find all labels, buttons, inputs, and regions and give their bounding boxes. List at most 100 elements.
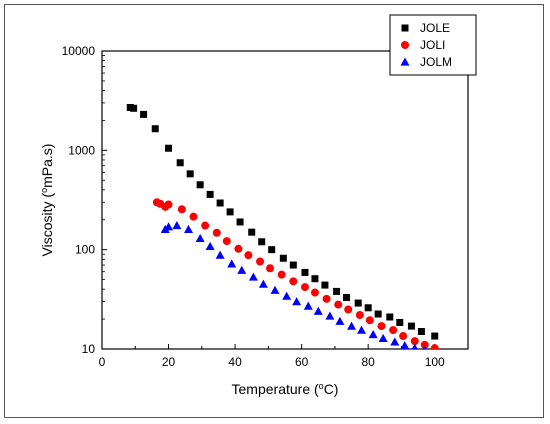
data-point-jolm [347,321,357,330]
data-point-jole [206,190,214,198]
data-point-joli [212,228,221,237]
data-point-joli [266,264,275,273]
data-point-jole [396,318,404,326]
data-point-joli [234,244,243,253]
data-point-joli [277,270,286,279]
data-point-joli [420,340,429,349]
series-jolm [160,221,427,349]
data-point-joli [430,344,439,349]
data-point-joli [256,257,265,266]
data-point-jole [226,208,234,216]
data-point-jole [289,261,297,269]
y-tick-label: 10 [82,342,96,356]
data-point-jolm [368,329,378,339]
data-point-jole [364,304,372,312]
data-point-joli [377,322,386,331]
data-point-jolm [184,224,194,233]
data-point-joli [410,337,419,346]
data-point-jolm [422,345,427,349]
data-point-jole [431,332,439,340]
legend-marker-jolm [400,57,410,66]
data-point-jolm [164,222,174,231]
data-point-jole [176,159,184,167]
data-point-joli [189,212,198,221]
data-point-jole [311,275,319,283]
data-point-joli [310,288,319,297]
x-tick-label: 0 [99,355,106,369]
data-point-jole [130,104,138,112]
y-axis-title: Viscosity (omPa.s) [39,144,55,257]
data-point-jole [186,170,194,178]
data-point-jolm [303,301,313,310]
x-tick-label: 20 [162,355,176,369]
data-point-jole [151,125,159,133]
x-axis-title: Temperature (oC) [232,381,339,397]
legend: JOLE JOLI JOLM [389,14,477,76]
data-point-jole [268,246,276,254]
data-point-jole [321,281,329,289]
x-tick-label: 40 [228,355,242,369]
legend-marker-joli [401,41,409,49]
x-axis-ticks: 0 20 40 60 80 100 [99,344,445,369]
legend-label-jole: JOLE [420,21,450,35]
data-point-joli [177,205,186,214]
y-tick-label: 10000 [62,44,96,58]
series-joli [152,198,439,349]
data-point-jolm [378,333,388,342]
data-point-jolm [357,325,367,334]
y-axis-ticks: 10 100 1000 10000 [62,44,107,356]
data-point-jole [140,110,148,118]
data-point-jolm [313,306,323,315]
data-point-jole [258,238,266,246]
data-point-joli [322,294,331,303]
data-point-joli [355,310,364,319]
data-point-jolm [411,343,418,349]
legend-label-jolm: JOLM [420,55,452,69]
data-point-jolm [335,316,345,325]
data-point-joli [244,251,253,260]
legend-label-joli: JOLI [420,38,445,52]
data-point-joli [300,283,309,292]
data-point-joli [222,237,231,246]
x-tick-label: 100 [425,355,445,369]
data-point-jole [236,218,244,226]
data-point-jole [301,268,309,276]
y-tick-label: 100 [75,243,95,257]
data-point-joli [289,277,298,286]
data-point-jole [333,287,341,295]
data-point-joli [389,326,398,335]
x-tick-label: 60 [295,355,309,369]
data-point-jolm [248,272,258,281]
data-point-jolm [258,279,268,288]
data-point-joli [399,332,408,341]
data-point-jole [354,299,362,307]
data-point-jole [386,313,394,321]
data-point-jole [407,322,415,330]
data-point-jolm [172,221,182,230]
data-point-jole [343,293,351,301]
y-tick-label: 1000 [68,143,95,157]
data-point-jolm [325,311,335,320]
data-point-jole [417,328,425,336]
data-point-jole [248,228,256,236]
data-point-jolm [282,291,292,300]
legend-marker-jole [401,24,409,32]
data-point-jolm [195,233,205,242]
series-jole [126,103,439,340]
data-point-jole [374,310,382,318]
plot-area [101,50,469,350]
data-point-jolm [400,341,410,349]
data-point-jole [165,144,173,152]
data-point-jolm [270,285,280,294]
data-point-joli [164,200,173,209]
data-point-jolm [215,250,225,259]
data-point-joli [365,316,374,325]
data-point-jole [196,181,204,189]
data-point-jole [216,199,224,207]
data-point-joli [344,305,353,314]
data-point-joli [201,221,210,230]
data-point-jolm [390,337,400,346]
series-layer [126,103,439,349]
data-point-joli [334,300,343,309]
data-point-jolm [292,297,302,306]
